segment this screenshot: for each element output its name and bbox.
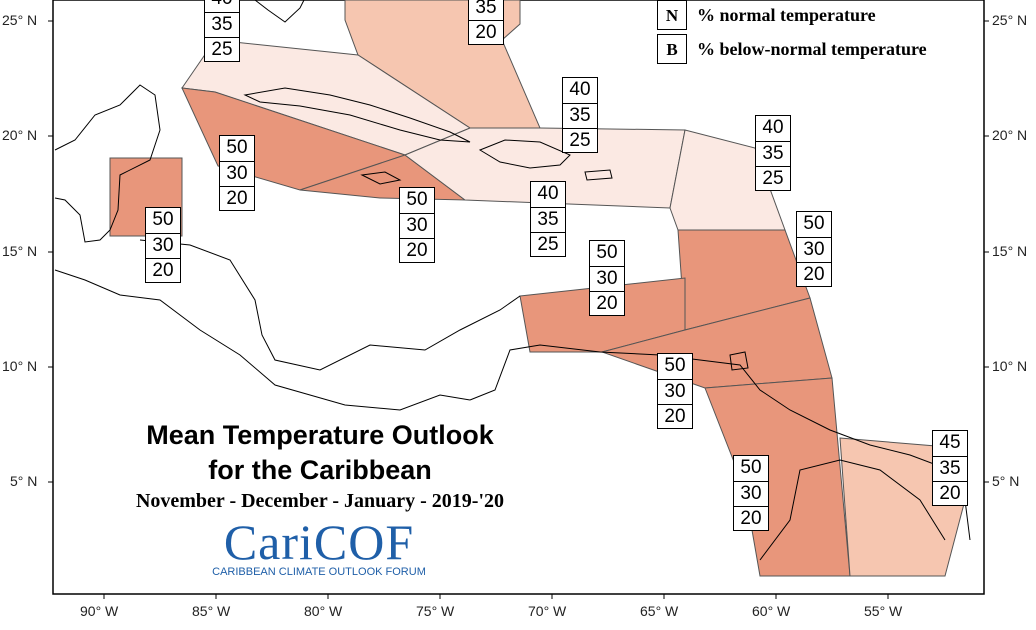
map-title-line2: for the Caribbean: [208, 455, 432, 485]
prob-box-trinidad-tobago: 50 30 20: [657, 353, 693, 429]
prob-above: 50: [596, 242, 618, 263]
coastlines: [54, 0, 971, 561]
yucatan-central-america-coast: [54, 84, 161, 243]
prob-above: 50: [664, 355, 686, 376]
lon-label-70w: 70° W: [528, 603, 567, 619]
map-title-line1: Mean Temperature Outlook: [146, 420, 494, 450]
prob-above: 50: [226, 137, 248, 158]
prob-box-belize: 50 30 20: [145, 207, 181, 283]
caricof-logo-wordmark: CariCOF: [223, 514, 415, 570]
prob-above: 50: [740, 457, 762, 478]
zone-guyana: [704, 377, 851, 577]
prob-below: 20: [469, 20, 503, 46]
lat-label-20n-left: 20° N: [2, 127, 38, 143]
prob-above: 45: [939, 432, 961, 453]
prob-box-guyana: 50 30 20: [733, 455, 769, 531]
legend-key-normal: N: [657, 0, 687, 30]
legend-item-normal: N % normal temperature: [657, 0, 876, 30]
prob-box-cuba-west: 40 35 25: [204, 0, 240, 62]
legend: N % normal temperature B % below-normal …: [655, 0, 985, 70]
lon-label-80w: 80° W: [304, 603, 343, 619]
prob-above: 40: [762, 117, 784, 138]
prob-normal: 35: [933, 455, 967, 482]
prob-below: 20: [933, 481, 967, 507]
trinidad-coast: [729, 351, 749, 371]
prob-above: 50: [406, 189, 428, 210]
prob-normal: 30: [734, 480, 768, 507]
prob-above: 40: [205, 0, 239, 12]
prob-box-hispaniola: 40 35 25: [530, 181, 566, 257]
prob-box-turks-caicos: 40 35 25: [562, 77, 598, 153]
lat-label-15n-right: 15° N: [992, 243, 1028, 259]
central-america-caribbean-coast: [139, 239, 521, 371]
map-subtitle: November - December - January - 2019-'20: [135, 490, 505, 512]
prob-above: 40: [537, 183, 559, 204]
guiana-interior-border: [759, 459, 946, 561]
lat-label-10n-left: 10° N: [2, 358, 38, 374]
prob-normal: 35: [531, 206, 565, 233]
prob-below: 20: [146, 258, 180, 284]
lat-label-15n-left: 15° N: [2, 243, 38, 259]
lon-label-75w: 75° W: [416, 603, 455, 619]
prob-below: 20: [590, 291, 624, 317]
prob-below: 20: [658, 404, 692, 430]
prob-box-bahamas: 40 35 20: [468, 0, 504, 45]
prob-above: 40: [569, 79, 591, 100]
lat-label-20n-right: 20° N: [992, 127, 1028, 143]
florida-coast: [254, 0, 305, 23]
lon-label-55w: 55° W: [864, 603, 903, 619]
prob-box-suriname-guiana: 45 35 20: [932, 430, 968, 506]
prob-box-northwest-caribbean: 50 30 20: [219, 135, 255, 211]
lat-label-10n-right: 10° N: [992, 358, 1028, 374]
prob-below: 25: [563, 128, 597, 154]
lon-label-90w: 90° W: [80, 603, 119, 619]
prob-above: 50: [152, 209, 174, 230]
lat-label-25n-right: 25° N: [992, 12, 1028, 28]
prob-box-jamaica: 50 30 20: [399, 187, 435, 263]
prob-below: 25: [756, 166, 790, 192]
prob-normal: 35: [563, 102, 597, 129]
prob-below: 20: [220, 186, 254, 212]
prob-below: 20: [797, 262, 831, 288]
cuba-coast: [243, 87, 471, 143]
south-america-coast: [469, 344, 971, 541]
prob-normal: 30: [400, 212, 434, 239]
jamaica-coast: [360, 171, 402, 185]
prob-normal: 30: [797, 236, 831, 263]
prob-box-leeward-islands: 40 35 25: [755, 115, 791, 191]
prob-box-abc-islands: 50 30 20: [589, 240, 625, 316]
puerto-rico-coast: [584, 169, 613, 181]
legend-key-below: B: [657, 34, 687, 64]
prob-normal: 30: [590, 265, 624, 292]
prob-normal: 35: [756, 140, 790, 167]
map-frame: [52, 0, 985, 595]
central-america-pacific-coast: [54, 269, 471, 411]
prob-above: 50: [803, 213, 825, 234]
legend-text-below: % below-normal temperature: [697, 38, 927, 59]
hispaniola-coast: [478, 139, 571, 169]
legend-text-normal: % normal temperature: [697, 4, 876, 25]
caricof-logo-tagline: CARIBBEAN CLIMATE OUTLOOK FORUM: [212, 566, 426, 578]
prob-below: 25: [205, 37, 239, 63]
prob-normal: 30: [220, 160, 254, 187]
lon-label-60w: 60° W: [752, 603, 791, 619]
prob-below: 20: [734, 506, 768, 532]
prob-normal: 30: [146, 232, 180, 259]
lon-label-85w: 85° W: [192, 603, 231, 619]
legend-item-below: B % below-normal temperature: [657, 34, 927, 64]
prob-normal: 35: [205, 11, 239, 38]
lat-label-25n-left: 25° N: [2, 12, 38, 28]
prob-box-windward-islands: 50 30 20: [796, 211, 832, 287]
lon-label-65w: 65° W: [640, 603, 679, 619]
tick-marks: [48, 20, 989, 599]
prob-below: 25: [531, 232, 565, 258]
prob-normal: 30: [658, 378, 692, 405]
prob-below: 20: [400, 238, 434, 264]
lat-label-5n-left: 5° N: [10, 473, 38, 489]
prob-normal: 35: [469, 0, 503, 20]
caricof-logo: CariCOF CARIBBEAN CLIMATE OUTLOOK FORUM: [203, 516, 435, 582]
lat-label-5n-right: 5° N: [992, 473, 1020, 489]
